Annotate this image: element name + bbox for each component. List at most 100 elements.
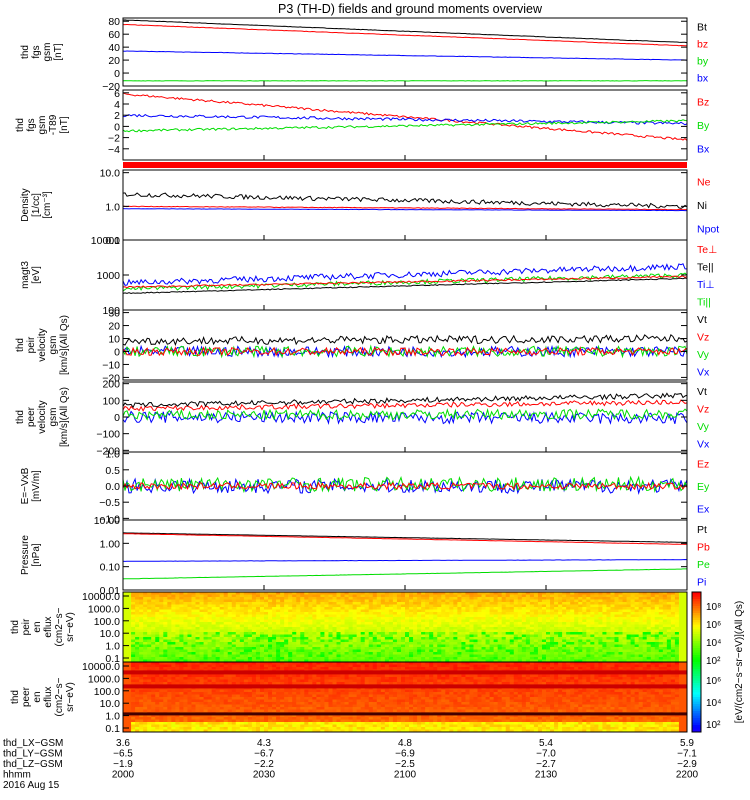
spectrogram-cell — [231, 614, 237, 618]
spectrogram-cell — [610, 604, 615, 608]
spectrogram-cell — [554, 664, 559, 668]
spectrogram-cell — [425, 602, 430, 605]
spectrogram-cell — [650, 594, 656, 598]
spectrogram-cell — [570, 594, 575, 598]
spectrogram-cell — [259, 662, 265, 665]
spectrogram-cell — [537, 667, 543, 670]
spectrogram-cell — [481, 622, 486, 625]
spectrogram-cell — [219, 657, 225, 660]
spectrogram-cell — [554, 594, 559, 598]
spectrogram-cell — [336, 644, 341, 648]
spectrogram-cell — [123, 659, 128, 663]
spectrogram-cell — [501, 607, 507, 610]
spectrogram-cell — [409, 649, 414, 653]
spectrogram-cell — [606, 649, 611, 653]
spectrogram-cell — [546, 642, 551, 645]
spectrogram-cell — [195, 654, 200, 658]
spectrogram-cell — [352, 642, 358, 645]
spectrogram-cell — [590, 649, 595, 653]
spectrogram-cell — [123, 667, 128, 670]
spectrogram-cell — [509, 664, 515, 668]
spectrogram-cell — [662, 612, 668, 615]
spectrogram-cell — [554, 617, 559, 620]
spectrogram-cell — [509, 674, 515, 678]
spectrogram-cell — [618, 604, 623, 608]
spectrogram-cell — [509, 667, 515, 670]
spectrogram-cell — [465, 632, 470, 635]
spectrogram-cell — [344, 599, 349, 603]
spectrogram-cell — [546, 632, 551, 635]
spectrogram-cell — [493, 617, 499, 620]
spectrogram-cell — [525, 597, 531, 600]
spectrogram-cell — [392, 594, 398, 598]
spectrogram-cell — [235, 637, 241, 640]
spectrogram-cell — [292, 632, 297, 635]
spectrogram-cell — [582, 602, 587, 605]
spectrogram-cell — [259, 617, 265, 620]
spectrogram-cell — [264, 594, 269, 598]
spectrogram-cell — [332, 632, 337, 635]
spectrogram-cell — [554, 599, 559, 603]
spectrogram-cell — [400, 652, 406, 655]
spectrogram-cell — [626, 632, 631, 635]
spectrogram-cell — [513, 657, 519, 660]
spectrogram-cell — [582, 599, 587, 603]
spectrogram-cell — [292, 664, 297, 668]
spectrogram-cell — [666, 667, 672, 670]
spectrogram-cell — [219, 619, 225, 623]
spectrogram-cell — [231, 624, 237, 628]
y-tick-label: 0.1 — [105, 653, 120, 665]
spectrogram-cell — [259, 609, 265, 613]
spectrogram-cell — [280, 674, 285, 678]
spectrogram-cell — [670, 592, 676, 595]
spectrogram-cell — [550, 652, 555, 655]
spectrogram-cell — [582, 644, 587, 648]
spectrogram-cell — [380, 649, 386, 653]
spectrogram-cell — [243, 647, 249, 650]
spectrogram-cell — [421, 659, 426, 663]
spectrogram-cell — [590, 629, 595, 633]
y-axis-label-line: thd — [15, 118, 26, 132]
spectrogram-cell — [384, 649, 390, 653]
spectrogram-cell — [199, 647, 204, 650]
series-line-blue — [123, 410, 687, 426]
spectrogram-cell — [602, 614, 607, 618]
spectrogram-cell — [497, 614, 503, 618]
spectrogram-cell — [284, 667, 289, 670]
spectrogram-cell — [187, 602, 192, 605]
spectrogram-cell — [296, 652, 301, 655]
spectrogram-cell — [566, 634, 571, 638]
legend-entry: Ni — [697, 200, 707, 212]
spectrogram-cell — [239, 617, 245, 620]
spectrogram-cell — [574, 619, 579, 623]
spectrogram-cell — [155, 622, 160, 625]
spectrogram-cell — [618, 612, 623, 615]
spectrogram-cell — [425, 599, 430, 603]
spectrogram-cell — [231, 597, 237, 600]
spectrogram-cell — [127, 642, 132, 645]
spectrogram-cell — [606, 602, 611, 605]
spectrogram-cell — [268, 604, 273, 608]
spectrogram-cell — [356, 657, 362, 660]
spectrogram-cell — [650, 654, 656, 658]
spectrogram-cell — [251, 627, 257, 630]
spectrogram-cell — [215, 637, 221, 640]
spectrogram-cell — [457, 642, 462, 645]
spectrogram-cell — [622, 624, 627, 628]
spectrogram-cell — [384, 657, 390, 660]
spectrogram-cell — [634, 597, 640, 600]
spectrogram-cell — [328, 667, 333, 670]
spectrogram-cell — [247, 634, 253, 638]
plot-title: P3 (TH-D) fields and ground moments over… — [278, 2, 543, 16]
y-tick-label: 10.0 — [100, 168, 121, 180]
spectrogram-cell — [332, 639, 337, 643]
spectrogram-cell — [139, 607, 144, 610]
spectrogram-cell — [320, 644, 325, 648]
spectrogram-cell — [223, 627, 229, 630]
spectrogram-cell — [473, 654, 478, 658]
spectrogram-cell — [151, 592, 156, 595]
spectrogram-cell — [380, 659, 386, 663]
spectrogram-cell — [139, 629, 144, 633]
spectrogram-cell — [384, 592, 390, 595]
spectrogram-cell — [199, 632, 204, 635]
